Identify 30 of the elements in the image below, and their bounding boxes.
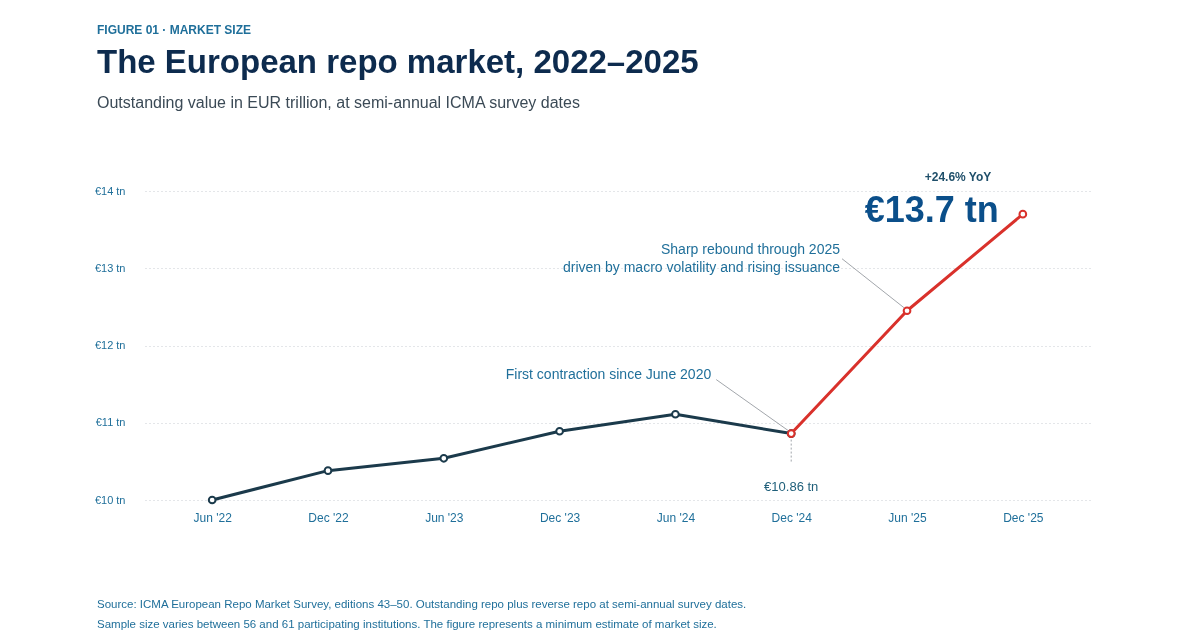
x-tick-label: Dec '24 (771, 510, 813, 525)
annotation: €10.86 tn (764, 478, 819, 494)
text: Sample size varies between 56 and 61 participating institutions. The figure represents a minimum estimate of market size. (97, 618, 717, 630)
point (1018, 209, 1028, 219)
chart-title: The European repo market, 2022–2025 (97, 43, 699, 80)
y-tick-label: €10 tn (94, 493, 126, 506)
x-tick-label: Jun '23 (425, 510, 464, 525)
x-tick-label: Dec '23 (539, 510, 581, 525)
y-tick-label: €13 tn (94, 261, 126, 274)
y-tick-label: €11 tn (95, 416, 126, 429)
point (207, 495, 217, 505)
point (439, 453, 449, 463)
x-tick-label: Dec '22 (308, 510, 349, 525)
x-tick-label: Dec '25 (1003, 510, 1044, 525)
y-tick-label: €14 tn (94, 184, 126, 197)
annotation: €13.7 tn (864, 189, 999, 231)
annotation: First contraction since June 2020 (505, 365, 712, 382)
source-note: Source: ICMA European Repo Market Survey, editions 43–50. Outstanding repo plus reverse repo at semi-annual survey dates. (97, 598, 747, 610)
caption: FIGURE 01 · MARKET SIZE (97, 23, 252, 37)
x-tick-label: Jun '24 (656, 510, 696, 525)
point (323, 466, 333, 475)
y-tick-label: €12 tn (94, 339, 126, 351)
chart-subtitle: Outstanding value in EUR trillion, at semi-annual ICMA survey dates (97, 94, 580, 111)
point (902, 306, 912, 316)
point (555, 426, 564, 436)
x-tick-label: Jun '22 (193, 510, 233, 525)
point (671, 409, 680, 419)
annotation: Sharp rebound through 2025 driven by macro volatility and rising issuance (563, 240, 841, 275)
text: +24.6% YoY (924, 170, 992, 184)
x-tick-label: Jun '25 (888, 510, 927, 525)
